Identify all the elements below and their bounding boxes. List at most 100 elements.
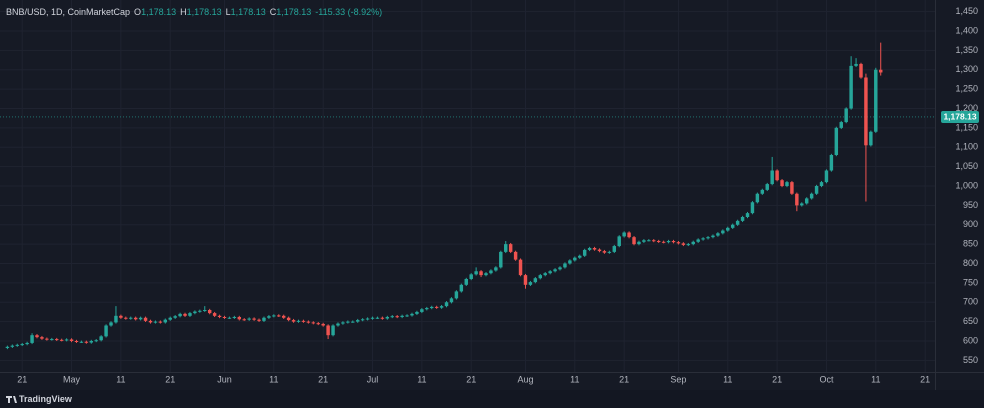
candle-body <box>814 186 819 194</box>
candle-body <box>716 233 720 236</box>
candle-body <box>222 316 227 318</box>
candle-body <box>538 275 543 279</box>
candle-body <box>227 317 232 319</box>
candle-body <box>735 220 740 225</box>
candle-body <box>656 241 661 243</box>
candle-body <box>390 316 394 318</box>
candle-body <box>878 69 883 73</box>
candle-body <box>518 259 523 276</box>
candle-body <box>385 316 390 319</box>
y-tick-label: 1,400 <box>955 25 978 35</box>
candle-body <box>301 320 306 322</box>
candle-body <box>780 180 784 186</box>
candle-body <box>647 240 651 242</box>
candle-body <box>474 271 478 275</box>
candle-body <box>173 316 177 318</box>
candle-body <box>730 224 735 228</box>
symbol: BNB/USD, 1D, CoinMarketCap <box>6 7 130 17</box>
candle-body <box>316 323 320 325</box>
candle-body <box>380 317 385 319</box>
y-tick-label: 1,000 <box>955 180 978 190</box>
y-tick-label: 1,450 <box>955 6 978 16</box>
candle-body <box>114 315 118 323</box>
candle-body <box>296 320 301 322</box>
candle-body <box>721 230 725 234</box>
candle-body <box>153 321 158 323</box>
logo-icon <box>6 396 17 403</box>
candle-body <box>849 65 853 109</box>
candle-body <box>217 315 222 317</box>
x-tick-label: Sep <box>670 374 686 384</box>
candle-body <box>854 63 858 66</box>
candle-body <box>79 341 84 343</box>
candle-body <box>143 317 148 321</box>
candles <box>5 42 883 350</box>
candle-body <box>627 232 631 238</box>
candle-body <box>770 170 774 185</box>
y-tick-label: 950 <box>963 200 978 210</box>
candle-body <box>676 242 681 244</box>
candle-body <box>528 282 533 285</box>
candle-body <box>499 251 503 268</box>
candle-body <box>701 238 705 240</box>
candle-body <box>671 241 676 243</box>
candle-body <box>405 315 409 317</box>
candle-body <box>286 317 291 321</box>
x-tick-label: May <box>63 374 81 384</box>
candle-body <box>686 244 691 246</box>
y-tick-label: 1,100 <box>955 142 978 152</box>
y-tick-label: 1,150 <box>955 122 978 132</box>
candle-body <box>691 241 695 245</box>
candle-body <box>745 213 750 217</box>
candle-body <box>99 336 103 341</box>
candle-body <box>508 244 513 252</box>
last-price-tag <box>941 110 979 123</box>
candle-body <box>459 284 464 292</box>
candle-body <box>785 182 789 186</box>
candle-body <box>740 217 745 221</box>
candle-body <box>281 315 286 318</box>
candle-body <box>874 69 878 132</box>
candle-body <box>592 248 597 250</box>
y-tick-label: 700 <box>963 297 978 307</box>
candle-body <box>800 203 804 206</box>
candle-body <box>35 335 39 338</box>
x-tick-label: 11 <box>723 374 732 384</box>
candle-body <box>74 341 79 342</box>
symbol-legend: BNB/USD, 1D, CoinMarketCap O1,178.13 H1,17… <box>6 7 382 17</box>
candle-body <box>617 236 621 247</box>
candle-body <box>494 267 498 271</box>
candle-body <box>602 251 607 253</box>
legend-key: O <box>134 7 141 17</box>
candle-body <box>346 321 350 323</box>
candle-body <box>55 339 59 341</box>
candle-body <box>40 337 44 339</box>
brand-logo[interactable]: TradingView <box>6 394 73 404</box>
brand-name: TradingView <box>19 394 73 404</box>
candle-body <box>804 198 809 204</box>
candle-body <box>612 246 617 252</box>
candle-body <box>824 170 829 183</box>
candle-body <box>104 325 108 337</box>
candle-body <box>168 317 172 320</box>
candle-body <box>479 271 483 276</box>
candle-body <box>484 273 488 276</box>
candle-body <box>321 323 325 326</box>
candle-body <box>129 317 133 319</box>
y-tick-label: 1,250 <box>955 84 978 94</box>
candle-body <box>504 244 508 252</box>
legend-key: L <box>226 7 231 17</box>
candle-body <box>666 241 671 243</box>
candle-body <box>375 317 380 319</box>
candle-body <box>291 320 296 322</box>
x-tick-label: Jul <box>367 374 379 384</box>
legend-key: C <box>270 7 277 17</box>
candle-body <box>267 316 271 318</box>
candle-body <box>183 313 187 316</box>
candle-body <box>232 316 237 318</box>
candle-body <box>859 63 863 78</box>
grid <box>0 0 935 372</box>
candle-body <box>355 320 360 322</box>
